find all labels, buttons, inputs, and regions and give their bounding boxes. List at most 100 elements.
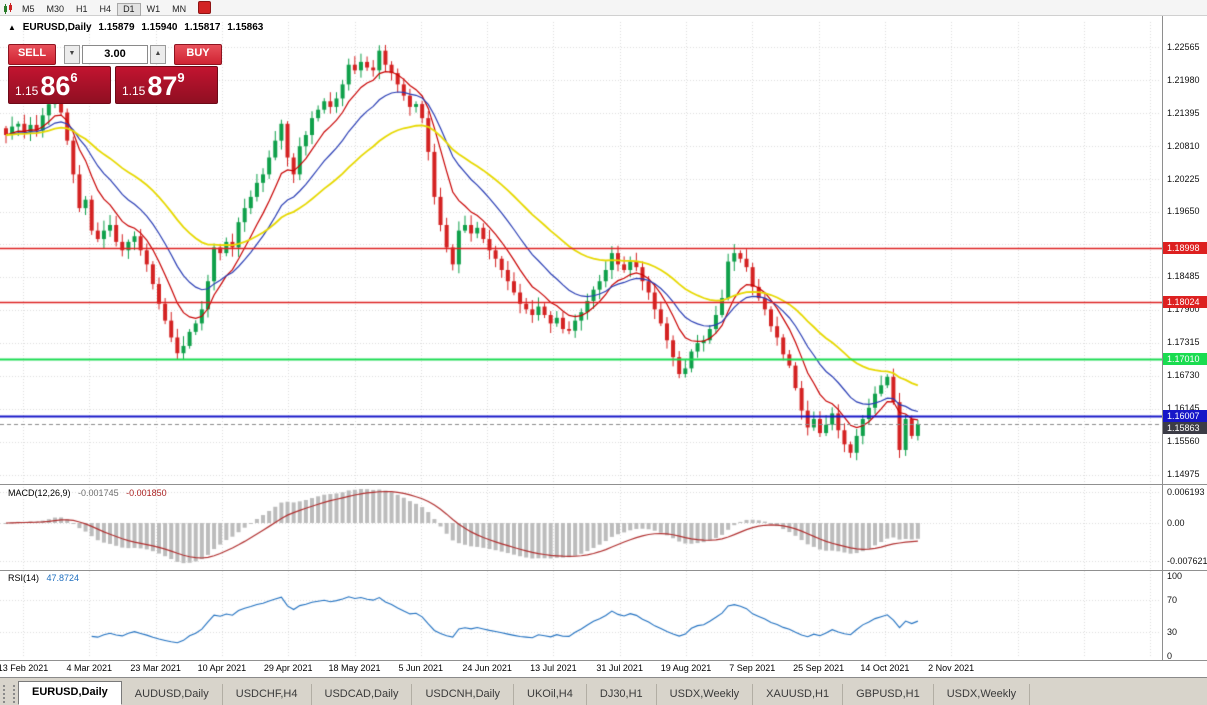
price-tick: 1.14975 — [1167, 468, 1200, 479]
date-label: 13 Jul 2021 — [530, 663, 577, 673]
chart-tab[interactable]: USDX,Weekly — [934, 684, 1031, 705]
chart-tab[interactable]: USDCAD,Daily — [312, 684, 413, 705]
panel-separator[interactable] — [0, 484, 1207, 485]
ohlc-close: 1.15863 — [227, 22, 264, 33]
one-click-trading-panel: SELL ▼ ▲ BUY 1.15 86 6 1.15 87 9 — [8, 43, 222, 104]
macd-name: MACD(12,26,9) — [8, 488, 71, 498]
ohlc-open: 1.15879 — [98, 22, 135, 33]
price-tick: 1.17315 — [1167, 337, 1200, 348]
chart-tab[interactable]: EURUSD,Daily — [18, 681, 122, 705]
ohlc-high: 1.15940 — [141, 22, 178, 33]
price-tick: 1.16145 — [1167, 403, 1200, 414]
sell-price-pipette: 6 — [70, 70, 78, 85]
period-button-M5[interactable]: M5 — [16, 3, 41, 16]
buy-price-pipette: 9 — [177, 70, 185, 85]
macd-axis-tick: 0.00 — [1167, 518, 1185, 528]
rsi-label: RSI(14) 47.8724 — [8, 573, 79, 583]
rsi-value: 47.8724 — [46, 573, 80, 583]
price-tick: 1.17900 — [1167, 304, 1200, 315]
sell-price-pips: 86 — [40, 71, 71, 101]
sell-price-prefix: 1.15 — [15, 84, 39, 98]
chart-canvas[interactable] — [0, 16, 1162, 661]
price-tick: 1.19650 — [1167, 205, 1200, 216]
ohlc-low: 1.15817 — [184, 22, 221, 33]
triangle-up-icon[interactable]: ▲ — [8, 23, 16, 32]
time-axis[interactable]: 13 Feb 2021 4 Mar 2021 23 Mar 2021 10 Apr 2… — [0, 661, 1162, 677]
date-label: 23 Mar 2021 — [130, 663, 181, 673]
sell-button[interactable]: SELL — [8, 43, 56, 65]
period-buttons: M5 M30 H1 H4 D1 W1 MN — [16, 0, 192, 17]
date-label: 31 Jul 2021 — [596, 663, 643, 673]
chart-tab[interactable]: XAUUSD,H1 — [753, 684, 844, 705]
chart-tab[interactable]: GBPUSD,H1 — [843, 684, 934, 705]
volume-input[interactable] — [82, 44, 148, 64]
price-tick: 1.15560 — [1167, 435, 1200, 446]
date-label: 7 Sep 2021 — [729, 663, 776, 673]
date-label: 25 Sep 2021 — [793, 663, 845, 673]
date-label: 18 May 2021 — [328, 663, 381, 673]
date-label: 14 Oct 2021 — [860, 663, 910, 673]
period-button-H4[interactable]: H4 — [94, 3, 118, 16]
macd-axis-tick: 0.006193 — [1167, 487, 1205, 498]
level-price-badge: 1.18024 — [1163, 296, 1207, 309]
rsi-axis-tick: 70 — [1167, 595, 1178, 605]
price-tick: 1.20810 — [1167, 140, 1200, 151]
level-price-badge: 1.16007 — [1163, 409, 1207, 422]
macd-axis-tick: -0.007621 — [1167, 555, 1207, 566]
period-button-D1[interactable]: D1 — [117, 2, 141, 16]
period-button-H1[interactable]: H1 — [70, 3, 94, 16]
chart-tab-bar: EURUSD,Daily AUDUSD,Daily USDCHF,H4 USDCAD,… — [0, 677, 1207, 705]
volume-down-icon[interactable]: ▼ — [64, 44, 80, 64]
price-tick: 1.18485 — [1167, 271, 1200, 282]
rsi-axis-tick: 30 — [1167, 627, 1178, 637]
chart-tab[interactable]: USDX,Weekly — [657, 684, 754, 705]
date-label: 10 Apr 2021 — [197, 663, 247, 673]
chart-tab[interactable]: DJ30,H1 — [587, 684, 657, 705]
sell-price-panel[interactable]: 1.15 86 6 — [8, 66, 111, 104]
panel-separator[interactable] — [0, 570, 1207, 571]
new-order-icon[interactable] — [198, 1, 212, 14]
buy-price-prefix: 1.15 — [122, 84, 146, 98]
price-tick: 1.16730 — [1167, 370, 1200, 381]
date-label: 29 Apr 2021 — [263, 663, 313, 673]
period-button-M30[interactable]: M30 — [41, 3, 71, 16]
macd-signal-value: -0.001850 — [126, 488, 167, 498]
price-tick: 1.20225 — [1167, 173, 1200, 184]
level-price-badge: 1.18998 — [1163, 241, 1207, 254]
price-axis[interactable]: 1.22565 1.21980 1.21395 1.20810 1.20225 1.196… — [1162, 16, 1207, 661]
level-price-badge: 1.17010 — [1163, 353, 1207, 366]
timeframe-toolbar: M5 M30 H1 H4 D1 W1 MN — [0, 0, 1207, 16]
date-label: 13 Feb 2021 — [0, 663, 49, 673]
buy-price-pips: 87 — [147, 71, 178, 101]
candlestick-chart-icon[interactable] — [2, 2, 14, 14]
date-label: 19 Aug 2021 — [660, 663, 712, 673]
price-tick: 1.22565 — [1167, 42, 1200, 52]
chart-title: ▲ EURUSD,Daily 1.15879 1.15940 1.15817 1… — [8, 22, 267, 33]
date-label: 5 Jun 2021 — [398, 663, 444, 673]
chart-tab[interactable]: USDCNH,Daily — [412, 684, 515, 705]
bid-price-badge: 1.15863 — [1163, 421, 1207, 434]
date-label: 4 Mar 2021 — [66, 663, 113, 673]
rsi-axis-tick: 100 — [1167, 571, 1183, 581]
chart-tab[interactable]: UKOil,H4 — [514, 684, 587, 705]
tab-bar-grip-icon[interactable] — [3, 685, 15, 703]
chart-symbol: EURUSD,Daily — [22, 22, 92, 33]
volume-control: ▼ ▲ — [64, 44, 166, 64]
rsi-name: RSI(14) — [8, 573, 40, 583]
price-tick: 1.21980 — [1167, 74, 1200, 85]
buy-price-panel[interactable]: 1.15 87 9 — [115, 66, 218, 104]
price-tick: 1.21395 — [1167, 107, 1200, 118]
chart-tab[interactable]: USDCHF,H4 — [223, 684, 312, 705]
macd-value: -0.001745 — [78, 488, 119, 498]
chart-tab[interactable]: AUDUSD,Daily — [122, 684, 223, 705]
buy-button[interactable]: BUY — [174, 43, 222, 65]
panel-separator — [0, 660, 1207, 661]
volume-up-icon[interactable]: ▲ — [150, 44, 166, 64]
rsi-axis-tick: 0 — [1167, 651, 1173, 661]
date-label: 24 Jun 2021 — [462, 663, 512, 673]
period-button-W1[interactable]: W1 — [141, 3, 167, 16]
date-label: 2 Nov 2021 — [928, 663, 975, 673]
period-button-MN[interactable]: MN — [166, 3, 192, 16]
macd-label: MACD(12,26,9) -0.001745 -0.001850 — [8, 488, 167, 498]
